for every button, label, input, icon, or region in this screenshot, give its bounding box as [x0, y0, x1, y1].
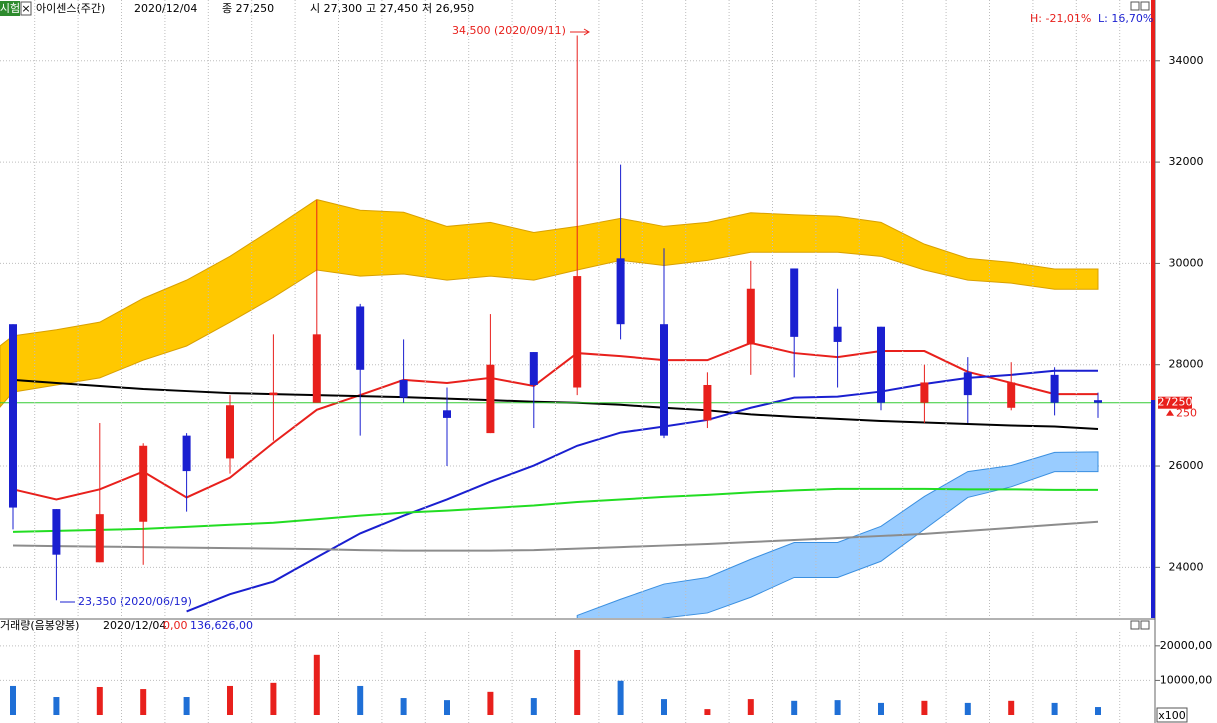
volume-bar: [574, 649, 581, 715]
volume-bar: [10, 685, 16, 715]
candle-body: [1094, 400, 1102, 403]
volume-bar: [530, 698, 537, 715]
candle-body: [746, 288, 755, 345]
volume-bar: [791, 700, 798, 715]
volume-bar: [921, 700, 928, 715]
candle-body: [920, 382, 929, 403]
volume-bar: [227, 685, 233, 715]
y-tick-label: 34000: [1169, 54, 1204, 67]
indicator-line: [12, 487, 1098, 533]
price-pane: [0, 35, 1155, 618]
candle-body: [139, 445, 148, 522]
candle-body: [356, 306, 365, 370]
volume-bar: [1095, 707, 1101, 715]
close-icon[interactable]: ×: [21, 2, 30, 15]
window-button[interactable]: [1140, 620, 1150, 630]
volume-unit: x100: [1158, 709, 1186, 722]
min-annotation: 23,350 (2020/06/19): [78, 595, 192, 608]
candle-body: [52, 509, 61, 555]
volume-bar: [704, 709, 711, 715]
volume-bar: [357, 685, 364, 715]
high-stat: H: -21,01%: [1030, 12, 1091, 25]
y-tick-label: 10000,00: [1160, 673, 1213, 686]
volume-bar: [747, 699, 754, 715]
window-button[interactable]: [1130, 1, 1140, 11]
candle-body: [573, 276, 582, 388]
axis-strip-down: [1151, 400, 1155, 618]
change-label: 250: [1176, 407, 1197, 420]
price-label-box: [1158, 396, 1192, 409]
candle-body: [269, 392, 278, 396]
header-date: 2020/12/04: [134, 2, 197, 15]
unit-box: [1156, 707, 1188, 723]
volume-info: 136,626,00: [190, 619, 253, 632]
candle-body: [963, 372, 972, 396]
header-info: 저 26,950: [422, 2, 474, 15]
volume-bar: [96, 686, 103, 715]
candle-body: [1007, 382, 1016, 408]
y-tick-label: 26000: [1169, 459, 1204, 472]
volume-bar: [661, 699, 667, 715]
volume-bar: [487, 691, 494, 715]
candle-body: [9, 324, 17, 508]
candle-body: [877, 326, 885, 403]
candle-body: [833, 326, 842, 342]
candle-body: [95, 514, 104, 563]
volume-bar: [444, 700, 450, 715]
candle-body: [226, 405, 234, 459]
header-info: 시 27,300: [310, 2, 362, 15]
y-tick-label: 24000: [1169, 560, 1204, 573]
volume-bar: [878, 702, 884, 715]
close-button[interactable]: [20, 1, 32, 16]
header-info: 종 27,250: [222, 2, 274, 15]
volume-title: 거래량(음봉양봉): [0, 619, 79, 632]
low-stat: L: 16,70%: [1098, 12, 1153, 25]
volume-bar: [313, 654, 320, 715]
candle-body: [399, 379, 408, 398]
volume-info: 0,00: [163, 619, 188, 632]
axis-strip-up: [1151, 0, 1155, 400]
price-label: 27250: [1158, 396, 1193, 409]
candle-body: [182, 435, 191, 472]
volume-bar: [140, 689, 147, 715]
y-tick-label: 32000: [1169, 155, 1204, 168]
volume-bar: [400, 698, 407, 715]
y-tick-label: 30000: [1169, 256, 1204, 269]
y-tick-label: 28000: [1169, 358, 1204, 371]
candle-body: [660, 324, 668, 436]
volume-bar: [964, 702, 971, 715]
y-tick-label: 20000,00: [1160, 639, 1213, 652]
header-info: 고 27,450: [366, 2, 418, 15]
tab-label[interactable]: 시험: [0, 2, 20, 15]
cloud-band: [576, 451, 1099, 618]
tab-box[interactable]: [0, 1, 20, 16]
candle-body: [790, 268, 799, 337]
candle-body: [1050, 374, 1059, 403]
volume-bar: [1051, 702, 1058, 715]
window-button[interactable]: [1140, 1, 1150, 11]
candle-body: [703, 384, 712, 421]
volume-bar: [270, 682, 277, 715]
change-arrow: [1166, 409, 1174, 416]
volume-bar: [183, 697, 190, 715]
volume-date: 2020/12/04: [103, 619, 166, 632]
volume-bar: [834, 700, 841, 715]
candle-body: [529, 352, 538, 385]
max-annotation: 34,500 (2020/09/11): [452, 24, 566, 37]
candle-body: [312, 334, 321, 403]
volume-bar: [617, 680, 624, 715]
volume-pane: [0, 645, 1150, 715]
annotation-arrow: [583, 28, 590, 36]
candle-body: [616, 258, 625, 325]
volume-bar: [53, 697, 60, 715]
chart-title: 아이센스(주간): [36, 2, 105, 15]
window-button[interactable]: [1130, 620, 1140, 630]
candle-body: [486, 364, 495, 434]
candle-body: [443, 410, 451, 418]
volume-bar: [1008, 700, 1015, 715]
